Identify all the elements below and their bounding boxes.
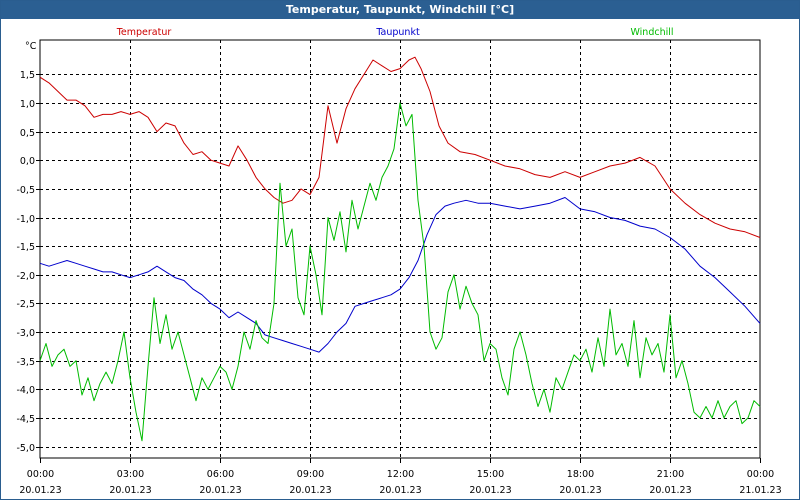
y-tick-label: -1,5 (16, 242, 35, 253)
legend-taupunkt: Taupunkt (375, 27, 420, 38)
x-tick-date: 20.01.23 (19, 485, 61, 496)
x-tick-date: 21.01.23 (739, 485, 781, 496)
series-line-taupunkt (39, 197, 761, 353)
x-tick-time: 09:00 (297, 469, 324, 480)
series-line-windchill (39, 102, 761, 442)
y-tick-label: -3,0 (16, 328, 35, 339)
y-axis-label: °C (25, 41, 37, 52)
y-axis: 1,5 1,0 0,5 0,0 -0,5 -1,0 -1,5 -2,0 -2,5 -3,0 -3,5… (16, 70, 40, 454)
x-tick-time: 15:00 (477, 469, 504, 480)
y-tick-label: -4,0 (16, 385, 35, 396)
x-tick-date: 20.01.23 (199, 485, 241, 496)
y-tick-label: -2,0 (16, 271, 35, 282)
x-tick-date: 20.01.23 (469, 485, 511, 496)
series-lines (39, 56, 761, 442)
y-tick-label: 0,0 (20, 156, 35, 167)
x-tick-date: 20.01.23 (109, 485, 151, 496)
y-tick-label: -2,5 (16, 299, 35, 310)
x-tick-time: 00:00 (27, 469, 54, 480)
y-tick-label: 1,5 (20, 70, 35, 81)
x-tick-date: 20.01.23 (559, 485, 601, 496)
y-tick-label: -5,0 (16, 443, 35, 454)
x-tick-time: 03:00 (117, 469, 144, 480)
x-tick-date: 20.01.23 (649, 485, 691, 496)
y-tick-label: 1,0 (20, 99, 35, 110)
x-axis: 00:00 20.01.23 03:00 20.01.23 06:00 20.01.23 0… (19, 458, 782, 496)
x-tick-date: 20.01.23 (379, 485, 421, 496)
legend: Temperatur Taupunkt Windchill (116, 27, 674, 38)
chart-title: Temperatur, Taupunkt, Windchill [°C] (1, 1, 799, 19)
x-tick-time: 18:00 (567, 469, 594, 480)
y-tick-label: -3,5 (16, 357, 35, 368)
x-tick-time: 21:00 (657, 469, 684, 480)
y-tick-label: 0,5 (20, 128, 35, 139)
x-tick-time: 06:00 (207, 469, 234, 480)
grid (40, 40, 760, 458)
y-tick-label: -0,5 (16, 185, 35, 196)
legend-temperatur: Temperatur (116, 27, 172, 38)
x-tick-time: 00:00 (747, 469, 774, 480)
x-tick-date: 20.01.23 (289, 485, 331, 496)
y-tick-label: -1,0 (16, 214, 35, 225)
y-tick-label: -4,5 (16, 414, 35, 425)
series-line-temperatur (39, 56, 761, 238)
legend-windchill: Windchill (630, 27, 673, 38)
x-tick-time: 12:00 (387, 469, 414, 480)
